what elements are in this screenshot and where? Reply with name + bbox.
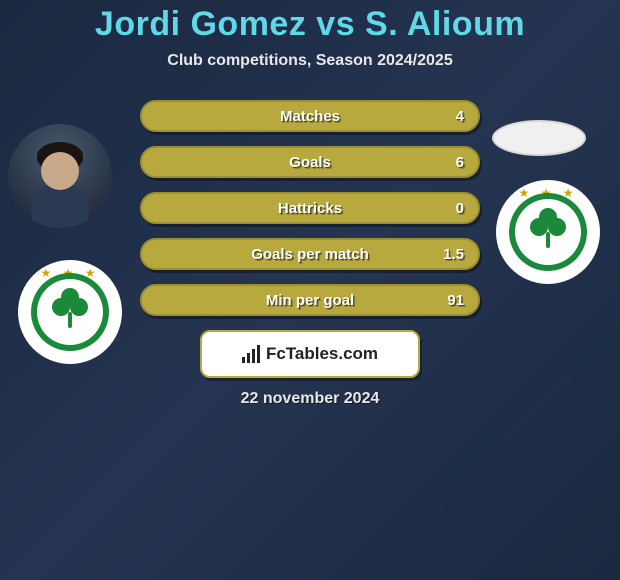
stat-row-gpm: Goals per match 1.5 xyxy=(140,238,480,270)
stat-value: 4 xyxy=(456,108,464,125)
player2-club-badge: ★ ★ ★ xyxy=(496,180,600,284)
stat-value: 6 xyxy=(456,154,464,171)
player1-avatar xyxy=(8,124,112,228)
stat-label: Matches xyxy=(280,108,340,125)
stat-label: Min per goal xyxy=(266,292,354,309)
stat-row-goals: Goals 6 xyxy=(140,146,480,178)
page-subtitle: Club competitions, Season 2024/2025 xyxy=(0,52,620,70)
shamrock-icon xyxy=(528,212,568,252)
player1-club-badge: ★ ★ ★ xyxy=(18,260,122,364)
stat-value: 91 xyxy=(447,292,464,309)
stats-list: Matches 4 Goals 6 Hattricks 0 Goals per … xyxy=(140,100,480,316)
stat-label: Goals per match xyxy=(251,246,369,263)
stat-value: 1.5 xyxy=(443,246,464,263)
date-label: 22 november 2024 xyxy=(0,390,620,408)
stat-label: Goals xyxy=(289,154,331,171)
barchart-icon xyxy=(242,345,260,363)
stat-value: 0 xyxy=(456,200,464,217)
stat-row-hattricks: Hattricks 0 xyxy=(140,192,480,224)
stat-row-matches: Matches 4 xyxy=(140,100,480,132)
page-title: Jordi Gomez vs S. Alioum xyxy=(0,5,620,44)
player2-avatar-placeholder xyxy=(492,120,586,156)
comparison-card: Jordi Gomez vs S. Alioum Club competitio… xyxy=(0,0,620,580)
brand-link[interactable]: FcTables.com xyxy=(200,330,420,378)
brand-label: FcTables.com xyxy=(266,344,378,364)
stat-row-mpg: Min per goal 91 xyxy=(140,284,480,316)
stat-label: Hattricks xyxy=(278,200,342,217)
shamrock-icon xyxy=(50,292,90,332)
